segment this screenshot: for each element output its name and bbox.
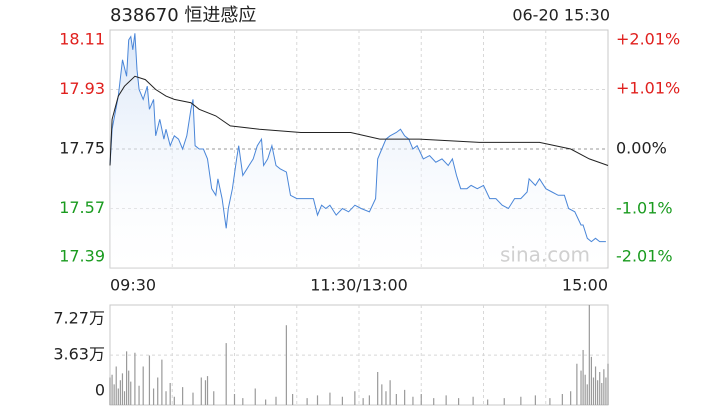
volume-bar (549, 398, 551, 405)
volume-bar (561, 393, 563, 405)
average-line (109, 75, 609, 166)
volume-bar (520, 396, 522, 405)
volume-bar (592, 377, 595, 405)
volume-bar (597, 380, 599, 405)
volume-bar (126, 351, 128, 405)
volume-bar (119, 380, 121, 405)
volume-bar (134, 352, 136, 405)
volume-bar (242, 398, 244, 405)
volume-bar (381, 384, 383, 405)
volume-bar (123, 391, 126, 405)
volume-bar (306, 398, 308, 405)
volume-bar (161, 359, 163, 405)
volume-bar (607, 363, 609, 405)
volume-bar (111, 374, 113, 405)
y2-tick-label: +1.01% (616, 79, 680, 98)
volume-bar (142, 366, 144, 405)
volume-bar (377, 371, 379, 405)
volume-bar (472, 396, 474, 405)
volume-bar (329, 392, 331, 405)
volume-bar (233, 393, 236, 405)
volume-bar (404, 389, 406, 405)
volume-bar (157, 377, 159, 405)
volume-bar (275, 396, 277, 405)
volume-bar (109, 377, 111, 405)
volume-bar (584, 374, 586, 405)
volume-bar (586, 384, 588, 405)
volume-bar (599, 371, 601, 405)
volume-bar (182, 387, 184, 405)
volume-bar (389, 380, 391, 405)
volume-bar (412, 396, 414, 405)
volume-bar (458, 398, 460, 405)
volume-bar (128, 370, 130, 405)
y2-tick-label: -1.01% (616, 198, 673, 217)
volume-bar (420, 393, 422, 405)
volume-bar (148, 355, 151, 405)
volume-bar (580, 370, 582, 405)
volume-bar (588, 305, 590, 405)
volume-bar (590, 356, 592, 405)
volume-bar (265, 399, 267, 405)
timestamp: 06-20 15:30 (512, 6, 610, 25)
volume-bar (534, 395, 536, 405)
volume-bar (385, 391, 387, 405)
price-line (109, 33, 606, 243)
chart-title: 838670 恒进感应 (110, 5, 256, 26)
y-tick-label: 17.75 (59, 139, 105, 158)
volume-bar (341, 396, 343, 405)
volume-bar (113, 384, 115, 405)
volume-bar (165, 391, 167, 405)
y2-tick-label: +2.01% (616, 30, 680, 49)
volume-bar (354, 391, 356, 405)
volume-bar (192, 392, 194, 405)
volume-bar (213, 391, 215, 405)
y-tick-label: 17.57 (59, 198, 105, 217)
volume-bar (254, 388, 256, 405)
volume-bar (362, 398, 364, 405)
y-tick-label: 0 (95, 381, 105, 400)
y2-tick-label: 0.00% (616, 139, 667, 158)
y2-tick-label: -2.01% (616, 247, 673, 266)
volume-bar (570, 391, 572, 405)
volume-bar (152, 388, 155, 405)
volume-bar (582, 349, 584, 405)
volume-bar (115, 366, 117, 405)
volume-bar (576, 363, 578, 405)
volume-bar (316, 395, 319, 405)
volume-bar (200, 377, 202, 405)
volume-bar (433, 398, 435, 405)
volume-bar (605, 377, 607, 405)
volume-bar (138, 385, 140, 405)
x-tick-label: 09:30 (110, 276, 156, 295)
y-tick-label: 17.39 (59, 247, 105, 266)
volume-bar (594, 366, 597, 405)
y-tick-label: 7.27万 (53, 309, 105, 328)
volume-bar (368, 395, 370, 405)
volume-bar (601, 382, 603, 405)
volume-bar (603, 369, 605, 405)
x-tick-label: 11:30/13:00 (310, 276, 408, 295)
y-tick-label: 3.63万 (53, 345, 105, 364)
volume-bar (117, 388, 119, 405)
price-area (110, 33, 606, 268)
volume-bar (225, 343, 227, 405)
volume-bar (206, 376, 209, 405)
volume-bar (173, 396, 175, 405)
volume-bar (445, 395, 447, 405)
x-tick-label: 15:00 (562, 276, 608, 295)
volume-bar (503, 398, 505, 405)
y-tick-label: 18.11 (59, 30, 105, 49)
volume-bar (395, 393, 397, 405)
volume-bar (169, 382, 171, 405)
watermark: sina.com (500, 243, 590, 267)
y-tick-label: 17.93 (59, 79, 105, 98)
volume-bar (292, 393, 294, 405)
volume-bar (487, 399, 489, 405)
volume-bar (204, 380, 207, 405)
volume-bar (121, 373, 124, 405)
volume-bar (130, 381, 132, 405)
volume-bar (285, 325, 287, 405)
